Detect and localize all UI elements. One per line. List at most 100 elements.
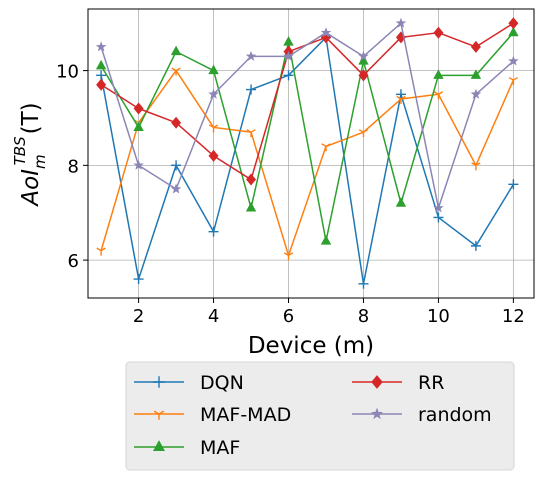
legend-entry-rr: RR [352, 372, 444, 394]
series-maf-mad-point [358, 129, 369, 138]
series-random-point [170, 183, 182, 194]
series-maf-mad-point [396, 95, 406, 105]
series-rr-point [171, 116, 182, 129]
series-rr-point [133, 102, 144, 115]
series-maf-mad-point [246, 129, 256, 138]
x-tick-label: 2 [133, 306, 144, 327]
series-maf-point [283, 36, 294, 46]
series-dqn-point [395, 89, 406, 100]
y-axis-title-base: AoI [18, 169, 44, 208]
legend-entry-maf-marker [153, 440, 165, 452]
series-maf-point [433, 69, 444, 79]
series-maf-point [170, 45, 182, 56]
series-dqn-point [508, 179, 519, 190]
series-maf-point [470, 69, 482, 79]
legend-items: DQN MAF-MAD MAF RR random [134, 372, 492, 459]
series-rr-point [508, 17, 519, 30]
series-random-point [395, 17, 407, 28]
series-random-point [358, 50, 369, 61]
series-maf-mad [96, 67, 519, 261]
y-tick-label: 6 [68, 251, 79, 272]
series-rr-point [246, 173, 257, 186]
series-rr-point [358, 69, 369, 82]
x-tick-label: 10 [427, 306, 450, 327]
series-dqn-point [470, 240, 481, 251]
legend-entry-rr-marker [371, 375, 383, 389]
legend-entry-dqn-marker [153, 376, 165, 388]
plot-area-frame [87, 8, 535, 299]
series-dqn-point [433, 212, 444, 223]
legend-entry-random-label: random [418, 404, 492, 426]
series-random-line [100, 22, 514, 209]
series-dqn-point [358, 278, 369, 289]
series-dqn-line [100, 36, 515, 285]
series-random-point [245, 50, 257, 61]
series-maf-mad-point [283, 252, 294, 261]
series-maf-point [395, 197, 407, 207]
series-random-point [283, 50, 294, 61]
series-random-point [433, 202, 444, 213]
series-random-point [208, 88, 219, 99]
series-maf-line [100, 32, 514, 242]
series-maf-mad-point [171, 67, 181, 76]
y-axis-title-superscript: TBS [11, 136, 29, 165]
series-maf-point [95, 59, 107, 70]
legend-entry-rr-label: RR [418, 372, 444, 394]
series-random-point [470, 88, 482, 99]
series-maf-mad-point [433, 91, 444, 100]
series-rr-point [433, 26, 444, 39]
y-axis-title-suffix: (T) [18, 102, 44, 134]
series-random [95, 17, 519, 213]
series-maf-mad-point [96, 247, 106, 256]
series-maf-mad-point [208, 124, 219, 133]
legend-entry-dqn-label: DQN [200, 372, 244, 394]
series-maf-point [133, 121, 144, 131]
legend-entry-random: random [352, 404, 492, 426]
series-maf-point [508, 26, 519, 37]
x-tick-label: 4 [208, 306, 219, 327]
axis-ticks: 2 4 6 8 10 12 6 8 10 [56, 62, 525, 327]
series-maf-mad-point [471, 162, 481, 171]
x-tick-label: 6 [283, 306, 294, 327]
legend-entry-dqn: DQN [134, 372, 244, 394]
legend: DQN MAF-MAD MAF RR random [125, 361, 515, 471]
x-axis-title: Device (m) [248, 333, 374, 359]
legend-entry-random-marker [370, 407, 384, 420]
series-rr-point [96, 78, 107, 91]
series-rr-line [100, 22, 514, 181]
series-rr-point [470, 40, 481, 53]
series-random-point [508, 55, 519, 66]
y-tick-label: 8 [68, 156, 79, 177]
y-tick-label: 10 [56, 62, 79, 83]
series-dqn-point [171, 160, 182, 171]
series-random-point [320, 27, 332, 38]
series-dqn-point [246, 84, 257, 95]
x-tick-label: 8 [358, 306, 369, 327]
series-dqn-point [208, 226, 219, 237]
legend-entry-maf-label: MAF [200, 437, 240, 459]
series-maf-point [245, 201, 257, 212]
legend-entry-maf-mad-label: MAF-MAD [200, 404, 291, 426]
legend-entry-maf-mad-marker [153, 410, 165, 420]
legend-frame [125, 361, 515, 471]
series-maf [95, 26, 519, 245]
series-rr [96, 17, 519, 186]
series-maf-mad-point [321, 143, 331, 152]
y-axis-title-subscript: m [31, 154, 49, 169]
series-layer [95, 17, 519, 289]
series-random-point [133, 159, 144, 170]
series-dqn-point [133, 274, 144, 285]
legend-entry-maf-mad: MAF-MAD [134, 404, 291, 426]
series-dqn-point [96, 70, 107, 81]
series-rr-point [208, 149, 219, 162]
series-maf-mad-line [100, 69, 515, 257]
series-maf-point [208, 64, 219, 75]
series-maf-point [320, 235, 332, 245]
y-axis-title: AoImTBS (T) [11, 102, 49, 207]
x-tick-label: 12 [502, 306, 525, 327]
series-maf-point [358, 55, 369, 65]
series-maf-mad-point [508, 76, 519, 86]
series-dqn-point [283, 70, 294, 81]
legend-entry-maf: MAF [134, 437, 240, 459]
